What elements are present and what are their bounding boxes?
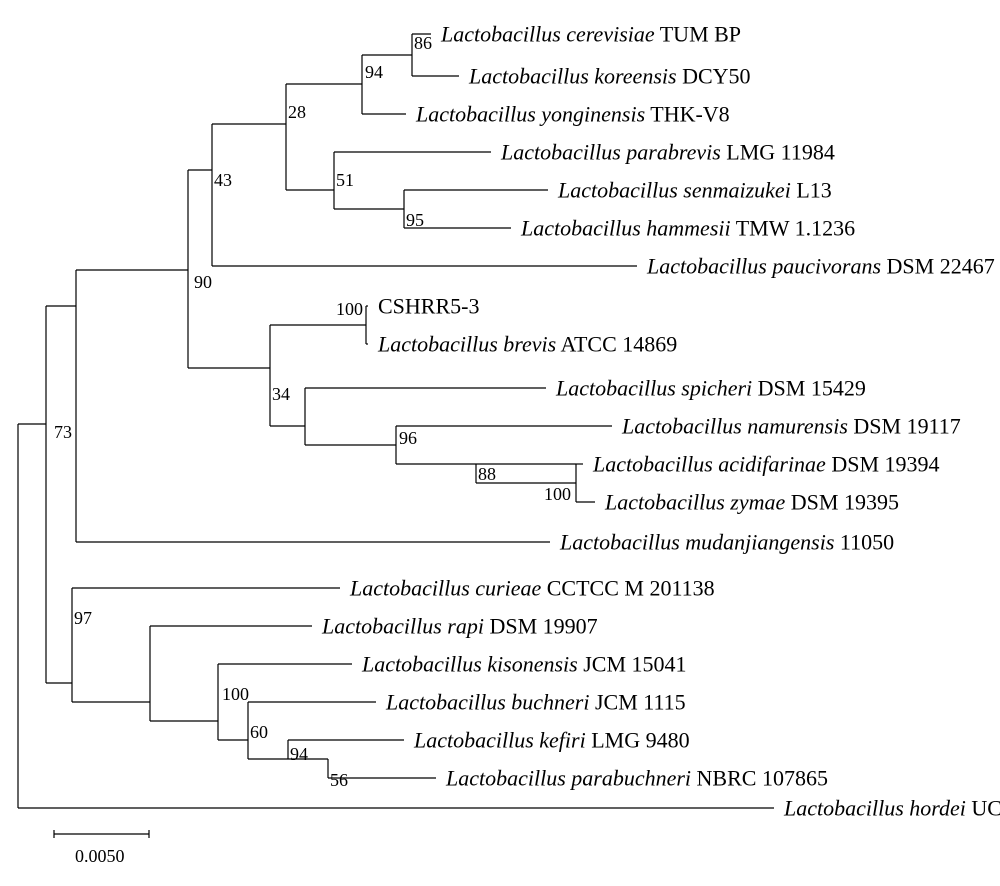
bootstrap-value: 60: [250, 722, 268, 742]
taxon-label: Lactobacillus koreensis DCY50: [468, 64, 751, 89]
bootstrap-value: 94: [290, 744, 308, 764]
bootstrap-value: 56: [330, 770, 348, 790]
taxon-label: Lactobacillus mudanjiangensis 11050: [559, 530, 894, 555]
bootstrap-value: 100: [544, 484, 571, 504]
bootstrap-value: 51: [336, 170, 354, 190]
taxon-label: Lactobacillus brevis ATCC 14869: [377, 332, 677, 357]
taxon-label: Lactobacillus zymae DSM 19395: [604, 490, 899, 515]
taxon-label: Lactobacillus spicheri DSM 15429: [555, 376, 866, 401]
bootstrap-value: 88: [478, 464, 496, 484]
taxa-labels: Lactobacillus cerevisiae TUM BP Lactobaci…: [321, 22, 1000, 821]
taxon-label: Lactobacillus curieae CCTCC M 201138: [349, 576, 715, 601]
taxon-label: Lactobacillus parabrevis LMG 11984: [500, 140, 835, 165]
scale-label: 0.0050: [75, 846, 125, 866]
taxon-label: Lactobacillus cerevisiae TUM BP: [440, 22, 741, 47]
bootstrap-value: 100: [222, 684, 249, 704]
bootstrap-value: 97: [74, 608, 92, 628]
taxon-label: CSHRR5-3: [378, 294, 479, 319]
bootstrap-value: 96: [399, 428, 417, 448]
bootstrap-value: 90: [194, 272, 212, 292]
taxon-label: Lactobacillus hordei UCC128: [783, 796, 1000, 821]
taxon-label: Lactobacillus hammesii TMW 1.1236: [520, 216, 855, 241]
taxon-label: Lactobacillus kisonensis JCM 15041: [361, 652, 687, 677]
taxon-label: Lactobacillus kefiri LMG 9480: [413, 728, 690, 753]
taxon-label: Lactobacillus rapi DSM 19907: [321, 614, 598, 639]
taxon-label: Lactobacillus parabuchneri NBRC 107865: [445, 766, 828, 791]
scale-bar: 0.0050: [54, 830, 149, 866]
bootstrap-value: 86: [414, 33, 432, 53]
bootstrap-value: 34: [272, 384, 290, 404]
taxon-label: Lactobacillus acidifarinae DSM 19394: [592, 452, 940, 477]
bootstrap-value: 95: [406, 210, 424, 230]
taxon-label: Lactobacillus paucivorans DSM 22467: [646, 254, 995, 279]
bootstrap-value: 100: [336, 299, 363, 319]
bootstrap-value: 94: [365, 62, 383, 82]
taxon-label: Lactobacillus yonginensis THK-V8: [415, 102, 730, 127]
bootstrap-value: 43: [214, 170, 232, 190]
taxon-label: Lactobacillus senmaizukei L13: [557, 178, 832, 203]
taxon-label: Lactobacillus buchneri JCM 1115: [385, 690, 686, 715]
taxon-label: Lactobacillus namurensis DSM 19117: [621, 414, 961, 439]
bootstrap-value: 73: [54, 422, 72, 442]
bootstrap-value: 28: [288, 102, 306, 122]
